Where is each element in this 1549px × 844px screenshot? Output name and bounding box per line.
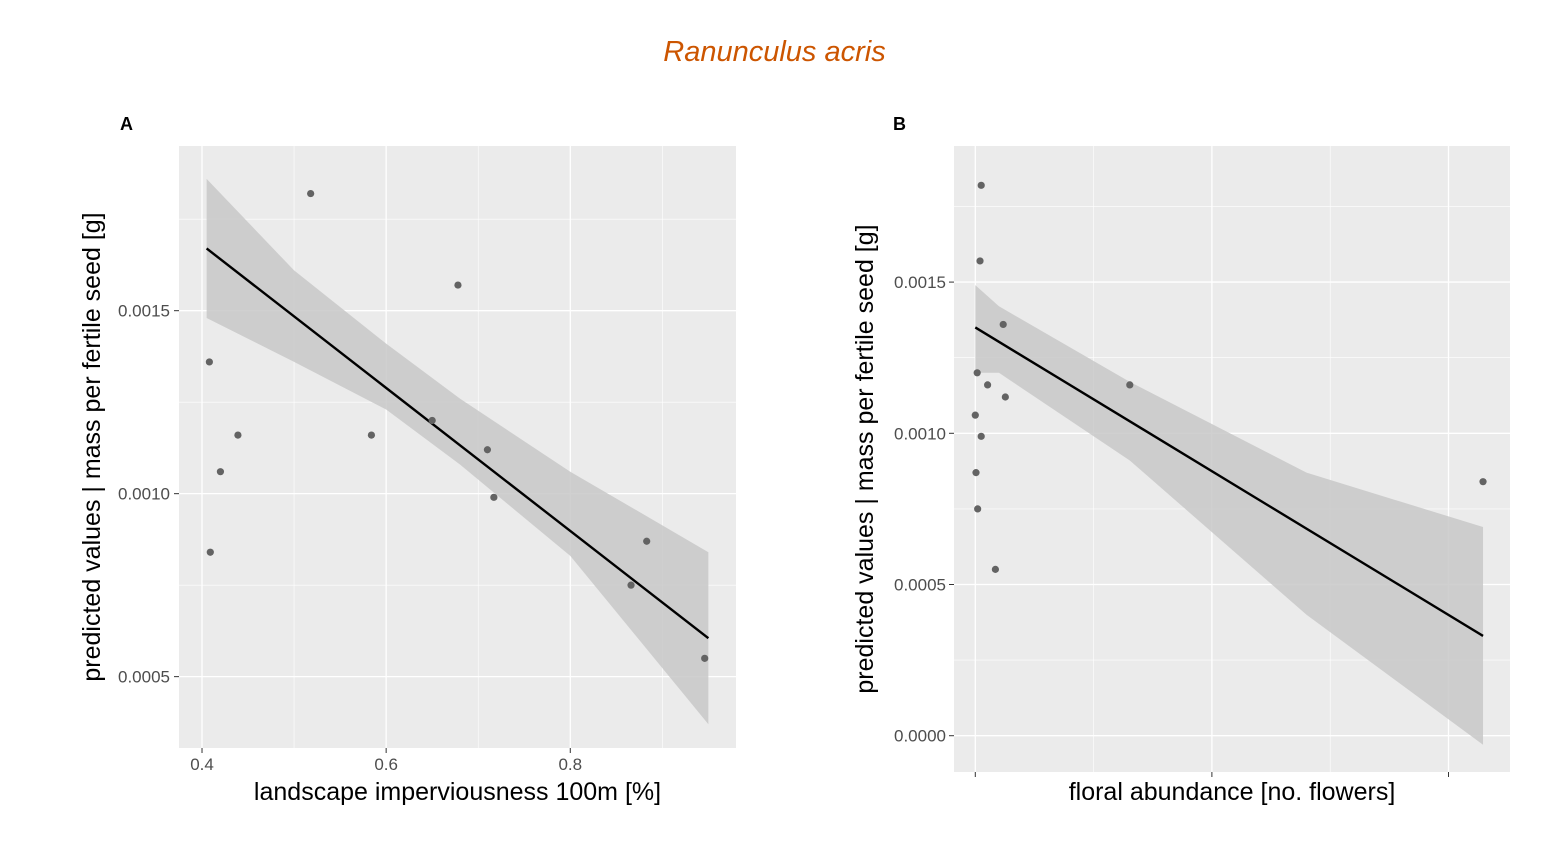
data-point xyxy=(977,181,985,189)
data-point xyxy=(991,565,1000,573)
data-point xyxy=(1001,393,1009,401)
chart-title: Ranunculus acris xyxy=(663,36,886,68)
data-point xyxy=(1479,478,1487,486)
data-point xyxy=(1126,381,1134,389)
panel-b: 0.0000 0.0005 0.0010 0.0015 floral abundance… xyxy=(851,114,1510,806)
x-tick-label: 0.4 xyxy=(190,755,214,774)
data-point xyxy=(206,548,214,556)
x-axis-title-b: floral abundance [no. flowers] xyxy=(1069,778,1396,806)
regression-line-a xyxy=(205,247,710,640)
x-tick-label: 0.8 xyxy=(558,755,582,774)
data-point xyxy=(490,493,498,501)
data-point xyxy=(972,469,980,477)
data-point xyxy=(483,446,492,454)
data-point xyxy=(205,358,213,366)
data-point xyxy=(999,320,1007,329)
x-axis-title-a: landscape imperviousness 100m [%] xyxy=(254,778,661,806)
panel-a: 0.4 0.6 0.8 0.0005 0.0010 0.0015 landscape imp… xyxy=(78,114,736,806)
y-tick-label: 0.0015 xyxy=(118,302,170,321)
regression-line-b xyxy=(974,326,1484,637)
y-tick-label: 0.0000 xyxy=(894,727,946,746)
data-point xyxy=(307,189,315,198)
confidence-ribbon-b xyxy=(975,285,1484,745)
data-point xyxy=(234,431,242,439)
panel-letter-b: B xyxy=(893,114,906,134)
data-point xyxy=(976,257,984,265)
y-axis-title-b: predicted values | mass per fertile seed… xyxy=(851,224,879,693)
data-point xyxy=(643,537,651,545)
data-point xyxy=(973,369,981,377)
confidence-ribbon-a xyxy=(206,178,709,725)
y-tick-label: 0.0010 xyxy=(118,485,170,504)
data-point xyxy=(216,468,225,476)
data-point xyxy=(428,416,436,425)
data-point xyxy=(701,654,709,662)
data-point xyxy=(454,281,462,289)
data-point xyxy=(977,432,985,440)
y-tick-label: 0.0015 xyxy=(894,273,946,292)
data-point xyxy=(367,431,376,439)
y-axis-title-a: predicted values | mass per fertile seed… xyxy=(78,212,106,681)
data-point xyxy=(971,411,979,419)
data-point xyxy=(627,581,635,589)
panel-letter-a: A xyxy=(120,114,133,134)
x-tick-label: 0.6 xyxy=(374,755,398,774)
y-tick-label: 0.0005 xyxy=(118,668,170,687)
y-tick-label: 0.0005 xyxy=(894,576,946,595)
data-point xyxy=(974,505,982,513)
data-point xyxy=(983,381,992,389)
y-tick-label: 0.0010 xyxy=(894,424,946,443)
